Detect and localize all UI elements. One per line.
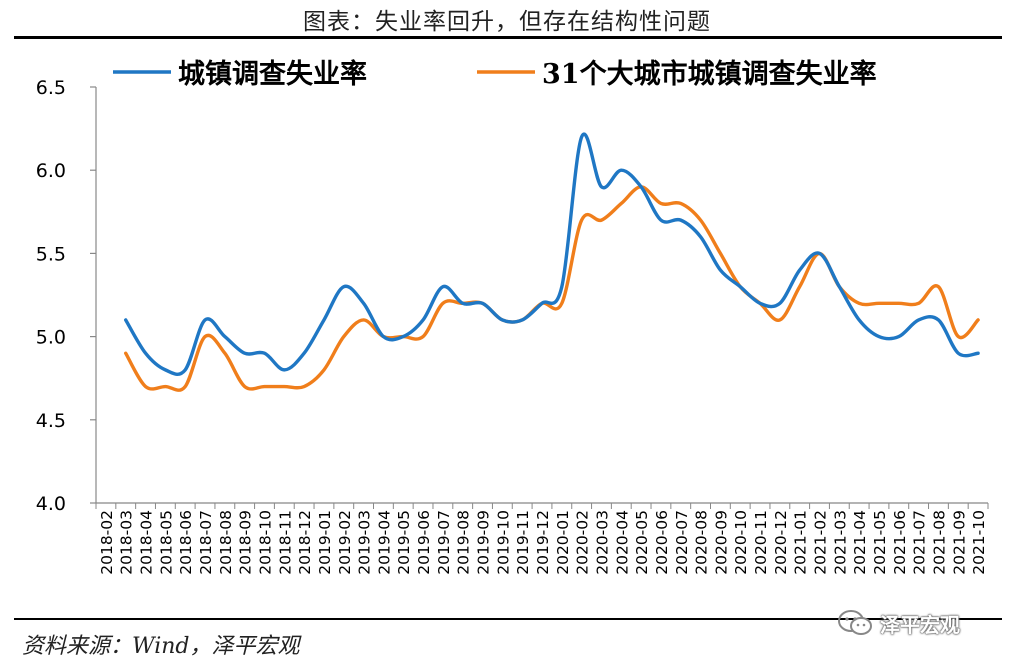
y-tick-label: 5.5 <box>36 243 66 265</box>
x-tick-label: 2021-07 <box>911 510 929 575</box>
y-tick-label: 4.5 <box>36 410 66 432</box>
source-note: 资料来源：Wind，泽平宏观 <box>22 634 300 659</box>
page-title: 图表：失业率回升，但存在结构性问题 <box>303 9 711 35</box>
x-tick-label: 2020-10 <box>732 510 750 575</box>
x-tick-label: 2019-07 <box>435 510 453 575</box>
x-tick-label: 2020-03 <box>593 510 611 575</box>
x-tick-label: 2018-10 <box>256 510 274 575</box>
chart-legend: 城镇调查失业率 31个大城市城镇调查失业率 <box>113 58 877 90</box>
x-tick-label: 2019-05 <box>395 510 413 575</box>
x-tick-label: 2021-06 <box>891 510 909 575</box>
x-tick-label: 2019-08 <box>455 510 473 575</box>
x-tick-label: 2018-06 <box>177 510 195 575</box>
x-tick-label: 2019-12 <box>534 510 552 575</box>
series-line-1 <box>124 132 980 376</box>
y-tick-label: 6.0 <box>36 160 66 182</box>
series-layer <box>124 132 980 392</box>
watermark-text: 泽平宏观 <box>880 612 960 637</box>
x-tick-label: 2019-03 <box>356 510 374 575</box>
x-tick-label: 2019-01 <box>316 510 334 575</box>
x-tick-label: 2020-09 <box>712 510 730 575</box>
x-tick-label: 2020-06 <box>653 510 671 575</box>
x-tick-label: 2018-03 <box>118 510 136 575</box>
x-tick-label: 2018-09 <box>237 510 255 575</box>
watermark: 泽平宏观 <box>836 606 996 640</box>
x-tick-label: 2020-01 <box>554 510 572 575</box>
x-tick-label: 2020-02 <box>574 510 592 575</box>
x-tick-label: 2021-03 <box>831 510 849 575</box>
x-tick-label: 2018-07 <box>197 510 215 575</box>
legend-label: 31个大城市城镇调查失业率 <box>542 58 877 90</box>
x-tick-label: 2021-09 <box>950 510 968 575</box>
x-tick-label: 2020-08 <box>693 510 711 575</box>
y-tick-label: 5.0 <box>36 327 66 349</box>
x-tick-label: 2020-12 <box>772 510 790 575</box>
x-tick-label: 2018-08 <box>217 510 235 575</box>
x-tick-label: 2020-11 <box>752 510 770 575</box>
x-tick-label: 2020-05 <box>633 510 651 575</box>
series-line-2 <box>124 185 980 392</box>
x-tick-label: 2021-04 <box>851 510 869 575</box>
x-tick-label: 2021-01 <box>792 510 810 575</box>
wechat-icon <box>838 610 872 635</box>
y-tick-label: 4.0 <box>36 493 66 515</box>
x-tick-label: 2018-05 <box>157 510 175 575</box>
bottom-rule <box>14 618 1002 620</box>
x-tick-label: 2018-11 <box>276 510 294 575</box>
x-tick-label: 2018-02 <box>98 510 116 575</box>
x-tick-label: 2019-11 <box>514 510 532 575</box>
x-tick-label: 2021-02 <box>812 510 830 575</box>
x-tick-label: 2021-05 <box>871 510 889 575</box>
x-tick-label: 2019-06 <box>415 510 433 575</box>
x-tick-label: 2021-10 <box>970 510 988 575</box>
x-tick-label: 2021-08 <box>930 510 948 575</box>
top-rule <box>14 36 1002 39</box>
x-tick-label: 2018-04 <box>138 510 156 575</box>
y-tick-label: 6.5 <box>36 77 66 99</box>
x-tick-label: 2020-07 <box>673 510 691 575</box>
x-tick-label: 2019-10 <box>494 510 512 575</box>
legend-label: 城镇调查失业率 <box>178 58 367 90</box>
x-tick-label: 2019-02 <box>336 510 354 575</box>
x-tick-label: 2019-09 <box>475 510 493 575</box>
x-tick-label: 2019-04 <box>375 510 393 575</box>
x-tick-label: 2018-12 <box>296 510 314 575</box>
x-tick-label: 2020-04 <box>613 510 631 575</box>
